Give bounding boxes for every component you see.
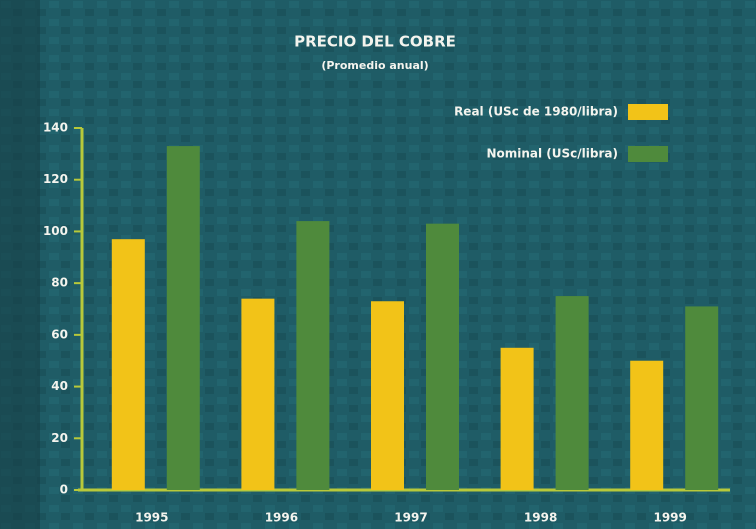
y-tick-label: 100: [43, 224, 68, 238]
x-tick-label: 1999: [653, 511, 686, 525]
legend-swatch: [628, 146, 668, 162]
bar: [241, 298, 275, 490]
bar: [111, 239, 145, 490]
bar: [426, 223, 459, 490]
y-tick-label: 40: [51, 379, 68, 393]
x-tick-label: 1998: [524, 511, 557, 525]
y-tick-label: 0: [60, 483, 68, 497]
bar: [500, 347, 534, 490]
x-tick-label: 1995: [135, 511, 168, 525]
x-tick-label: 1996: [265, 511, 298, 525]
bar: [630, 360, 664, 490]
legend-swatch: [628, 104, 668, 120]
y-tick-label: 120: [43, 172, 68, 186]
chart-title: PRECIO DEL COBRE: [294, 33, 456, 51]
bar: [555, 296, 589, 490]
legend-label: Nominal (USc/libra): [486, 147, 618, 161]
y-tick-label: 60: [51, 327, 68, 341]
bar: [685, 306, 719, 490]
y-tick-label: 80: [51, 276, 68, 290]
y-tick-label: 20: [51, 431, 68, 445]
bar: [296, 221, 330, 491]
chart-subtitle: (Promedio anual): [321, 59, 428, 72]
bar: [166, 146, 200, 490]
left-shade: [0, 0, 40, 529]
legend-label: Real (USc de 1980/libra): [454, 105, 618, 119]
bar: [371, 301, 404, 490]
x-tick-label: 1997: [394, 511, 427, 525]
y-tick-label: 140: [43, 121, 68, 135]
